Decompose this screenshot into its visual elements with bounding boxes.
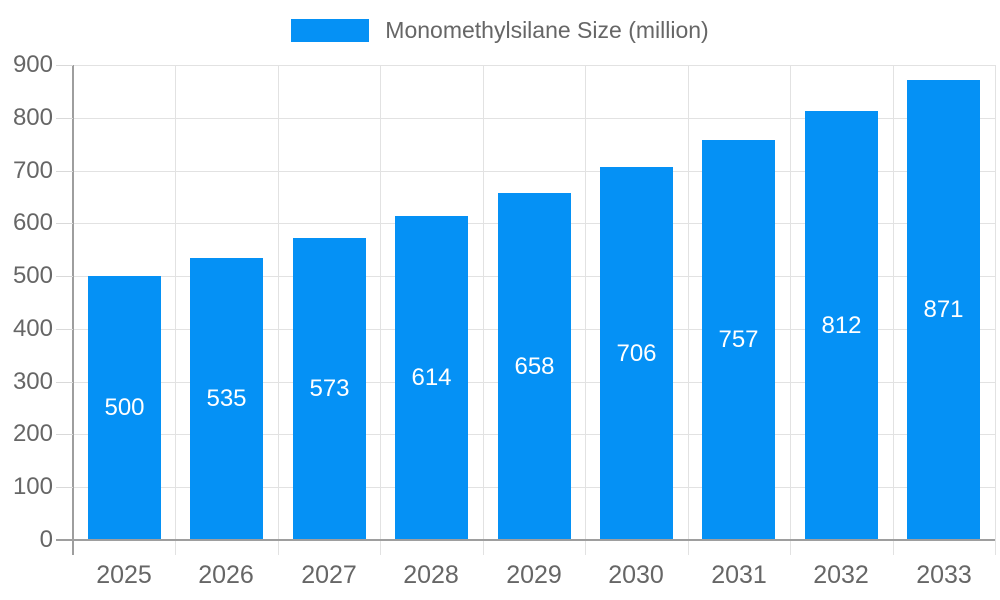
y-axis-label: 600 bbox=[12, 209, 53, 236]
legend-label: Monomethylsilane Size (million) bbox=[385, 16, 709, 43]
y-axis-tick bbox=[56, 223, 73, 224]
gridline-v bbox=[995, 65, 996, 555]
x-axis-label: 2033 bbox=[916, 561, 972, 589]
chart-legend[interactable]: Monomethylsilane Size (million) bbox=[0, 15, 1000, 45]
bar-value-label: 614 bbox=[411, 364, 452, 391]
gridline-v bbox=[380, 65, 381, 555]
y-axis-tick bbox=[56, 329, 73, 330]
gridline-h bbox=[73, 65, 995, 66]
gridline-h bbox=[73, 171, 995, 172]
bar[interactable] bbox=[702, 140, 775, 539]
bar[interactable] bbox=[498, 193, 571, 539]
y-axis-label: 700 bbox=[12, 157, 53, 184]
x-axis-label: 2028 bbox=[403, 561, 459, 589]
bar[interactable] bbox=[395, 216, 468, 539]
gridline-v bbox=[688, 65, 689, 555]
x-axis-label: 2029 bbox=[506, 561, 562, 589]
y-axis-label: 500 bbox=[12, 262, 53, 289]
bar-value-label: 871 bbox=[923, 296, 964, 323]
x-axis-label: 2032 bbox=[813, 561, 869, 589]
x-axis-label: 2026 bbox=[198, 561, 254, 589]
legend-swatch-icon bbox=[291, 18, 370, 42]
bar-value-label: 812 bbox=[821, 312, 862, 339]
gridline-v bbox=[585, 65, 586, 555]
gridline-v bbox=[175, 65, 176, 555]
bar-value-label: 573 bbox=[309, 375, 350, 402]
y-axis-tick bbox=[56, 118, 73, 119]
bar[interactable] bbox=[88, 276, 161, 539]
y-axis-label: 400 bbox=[12, 315, 53, 342]
bar[interactable] bbox=[190, 258, 263, 539]
x-axis-label: 2025 bbox=[96, 561, 152, 589]
y-axis-tick bbox=[56, 434, 73, 435]
y-axis-label: 200 bbox=[12, 420, 53, 447]
y-axis-tick bbox=[56, 539, 73, 541]
bar-value-label: 706 bbox=[616, 340, 657, 367]
x-axis-label: 2030 bbox=[608, 561, 664, 589]
x-axis-line bbox=[73, 539, 995, 541]
gridline-v bbox=[278, 65, 279, 555]
bar-value-label: 535 bbox=[206, 385, 247, 412]
bar[interactable] bbox=[600, 167, 673, 539]
bar-value-label: 658 bbox=[514, 353, 555, 380]
gridline-v bbox=[790, 65, 791, 555]
y-axis-tick bbox=[56, 382, 73, 383]
gridline-v bbox=[483, 65, 484, 555]
bar-value-label: 757 bbox=[718, 326, 759, 353]
gridline-h bbox=[73, 118, 995, 119]
y-axis-label: 900 bbox=[12, 51, 53, 78]
bar[interactable] bbox=[907, 80, 980, 539]
y-axis-tick bbox=[56, 171, 73, 172]
y-axis-tick bbox=[56, 276, 73, 277]
gridline-v bbox=[893, 65, 894, 555]
y-axis-line bbox=[72, 65, 74, 555]
y-axis-label: 800 bbox=[12, 104, 53, 131]
y-axis-tick bbox=[56, 65, 73, 66]
x-axis-label: 2031 bbox=[711, 561, 767, 589]
y-axis-tick bbox=[56, 487, 73, 488]
y-axis-label: 0 bbox=[39, 526, 53, 553]
y-axis-label: 300 bbox=[12, 368, 53, 395]
bar[interactable] bbox=[293, 238, 366, 539]
y-axis-label: 100 bbox=[12, 473, 53, 500]
x-axis-label: 2027 bbox=[301, 561, 357, 589]
bar-value-label: 500 bbox=[104, 394, 145, 421]
bar[interactable] bbox=[805, 111, 878, 539]
